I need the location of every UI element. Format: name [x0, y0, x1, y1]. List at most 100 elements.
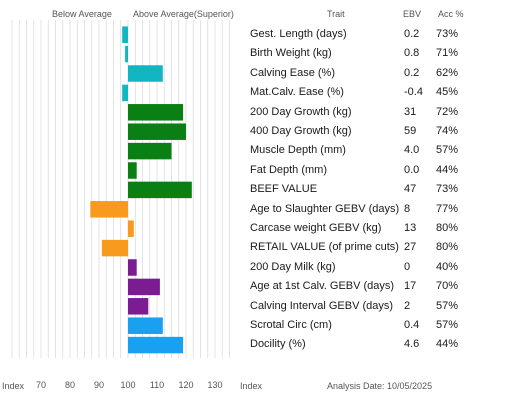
trait-row: 400 Day Growth (kg) 59 74%	[248, 123, 510, 142]
trait-row: Gest. Length (days) 0.2 73%	[248, 26, 510, 45]
trait-ebv: 59	[404, 125, 417, 137]
trait-acc: 45%	[436, 86, 459, 99]
trait-acc: 44%	[436, 163, 459, 176]
bar-carcase-weight-gebv-kg	[128, 220, 134, 237]
trait-acc: 62%	[436, 66, 459, 79]
trait-name: Birth Weight (kg)	[250, 47, 332, 60]
trait-ebv: 0	[404, 260, 411, 273]
bar-200-day-milk-kg	[128, 259, 137, 276]
trait-ebv: 31	[404, 105, 417, 118]
trait-name: Calving Ease (%)	[250, 66, 335, 79]
trait-row: Docility (%) 4.6 44%	[248, 336, 510, 355]
trait-row: Calving Ease (%) 0.2 62%	[248, 65, 510, 84]
bar-mat-calv-ease	[122, 84, 128, 102]
trait-row: Carcase weight GEBV (kg) 13 80%	[248, 220, 510, 239]
trait-name: Age to Slaughter GEBV (days)	[250, 202, 400, 215]
trait-name: BEEF VALUE	[250, 183, 318, 196]
trait-row: Muscle Depth (mm) 4.0 57%	[248, 142, 510, 161]
below-average-label: Below Average	[52, 9, 112, 19]
bar-docility	[128, 336, 184, 354]
trait-name: Gest. Length (days)	[250, 28, 347, 40]
index-bar-chart-svg: 70 80 90 100 110 120 130	[11, 20, 230, 390]
trait-ebv: 0.8	[404, 47, 420, 60]
trait-name: Docility (%)	[250, 338, 306, 351]
trait-name: RETAIL VALUE (of prime cuts)	[250, 241, 399, 254]
bar-calving-interval-gebv-days	[128, 298, 149, 315]
x-tick-label: 110	[150, 380, 164, 390]
trait-row: BEEF VALUE 47 73%	[248, 181, 510, 200]
trait-ebv: 0.4	[404, 319, 420, 331]
trait-ebv: 0.2	[404, 66, 420, 79]
index-axis-label-left: Index	[2, 381, 25, 391]
trait-name: Fat Depth (mm)	[250, 163, 328, 176]
trait-row: Scrotal Circ (cm) 0.4 57%	[248, 317, 510, 336]
bar-fat-depth-mm	[128, 162, 137, 179]
trait-acc: 44%	[436, 338, 459, 351]
trait-acc: 70%	[436, 280, 459, 293]
trait-name: 200 Day Growth (kg)	[250, 105, 352, 118]
trait-acc: 80%	[436, 222, 459, 234]
trait-row: Calving Interval GEBV (days) 2 57%	[248, 298, 510, 317]
trait-acc: 77%	[436, 202, 459, 215]
trait-acc: 72%	[436, 105, 459, 118]
trait-ebv: 0.0	[404, 163, 420, 176]
trait-name: Age at 1st Calv. GEBV (days)	[250, 280, 395, 293]
trait-acc: 71%	[436, 47, 459, 60]
x-tick-label: 100	[120, 380, 135, 390]
bar-age-to-slaughter-gebv-days	[90, 201, 128, 218]
index-axis-label-right: Index	[240, 381, 263, 391]
trait-column-header: Trait	[327, 9, 345, 19]
x-tick-label: 120	[178, 380, 193, 390]
trait-ebv: 13	[404, 222, 417, 234]
trait-ebv: 27	[404, 241, 417, 254]
trait-acc: 40%	[436, 260, 459, 273]
trait-row: 200 Day Milk (kg) 0 40%	[248, 259, 510, 278]
bar-gest-length-days	[122, 26, 128, 43]
trait-name: Muscle Depth (mm)	[250, 144, 346, 157]
trait-row: Age to Slaughter GEBV (days) 8 77%	[248, 201, 510, 220]
bar-calving-ease	[128, 65, 163, 82]
trait-row: RETAIL VALUE (of prime cuts) 27 80%	[248, 239, 510, 258]
trait-ebv: 0.2	[404, 28, 420, 40]
trait-acc: 57%	[436, 144, 459, 157]
bar-scrotal-circ-cm	[128, 317, 163, 334]
bar-200-day-growth-kg	[128, 104, 184, 121]
x-tick-label: 90	[94, 380, 104, 390]
bar-400-day-growth-kg	[128, 123, 186, 140]
trait-row: Birth Weight (kg) 0.8 71%	[248, 45, 510, 64]
x-tick-label: 80	[65, 380, 75, 390]
trait-name: Calving Interval GEBV (days)	[250, 299, 394, 312]
trait-name: Scrotal Circ (cm)	[250, 319, 332, 331]
trait-ebv: 4.6	[404, 338, 420, 351]
trait-acc: 74%	[436, 125, 459, 137]
trait-ebv: 4.0	[404, 144, 420, 157]
bar-age-at-1st-calv-gebv-days	[128, 278, 160, 296]
trait-ebv: -0.4	[404, 86, 423, 99]
trait-row: Mat.Calv. Ease (%) -0.4 45%	[248, 84, 510, 103]
x-tick-label: 130	[207, 380, 222, 390]
ebv-index-chart: 70 80 90 100 110 120 130	[0, 0, 245, 402]
trait-ebv: 2	[404, 299, 411, 312]
trait-row: Fat Depth (mm) 0.0 44%	[248, 162, 510, 181]
trait-acc: 73%	[436, 183, 459, 196]
trait-acc: 57%	[436, 319, 459, 331]
analysis-date: Analysis Date: 10/05/2025	[327, 381, 433, 391]
trait-row: Age at 1st Calv. GEBV (days) 17 70%	[248, 278, 510, 297]
bar-muscle-depth-mm	[128, 142, 172, 160]
trait-name: 200 Day Milk (kg)	[250, 260, 336, 273]
bar-beef-value	[128, 181, 192, 199]
trait-acc: 80%	[436, 241, 459, 254]
trait-ebv: 47	[404, 183, 417, 196]
acc-column-header: Acc %	[438, 9, 464, 19]
trait-acc: 73%	[436, 28, 459, 40]
trait-acc: 57%	[436, 299, 459, 312]
trait-ebv: 8	[404, 202, 411, 215]
trait-name: 400 Day Growth (kg)	[250, 125, 352, 137]
bar-retail-value-of-prime-cuts	[101, 239, 128, 257]
ebv-column-header: EBV	[403, 9, 422, 19]
above-average-label: Above Average(Superior)	[133, 9, 234, 19]
trait-row: 200 Day Growth (kg) 31 72%	[248, 104, 510, 123]
trait-ebv: 17	[404, 280, 417, 293]
bar-birth-weight-kg	[125, 45, 128, 63]
trait-name: Mat.Calv. Ease (%)	[250, 86, 344, 99]
